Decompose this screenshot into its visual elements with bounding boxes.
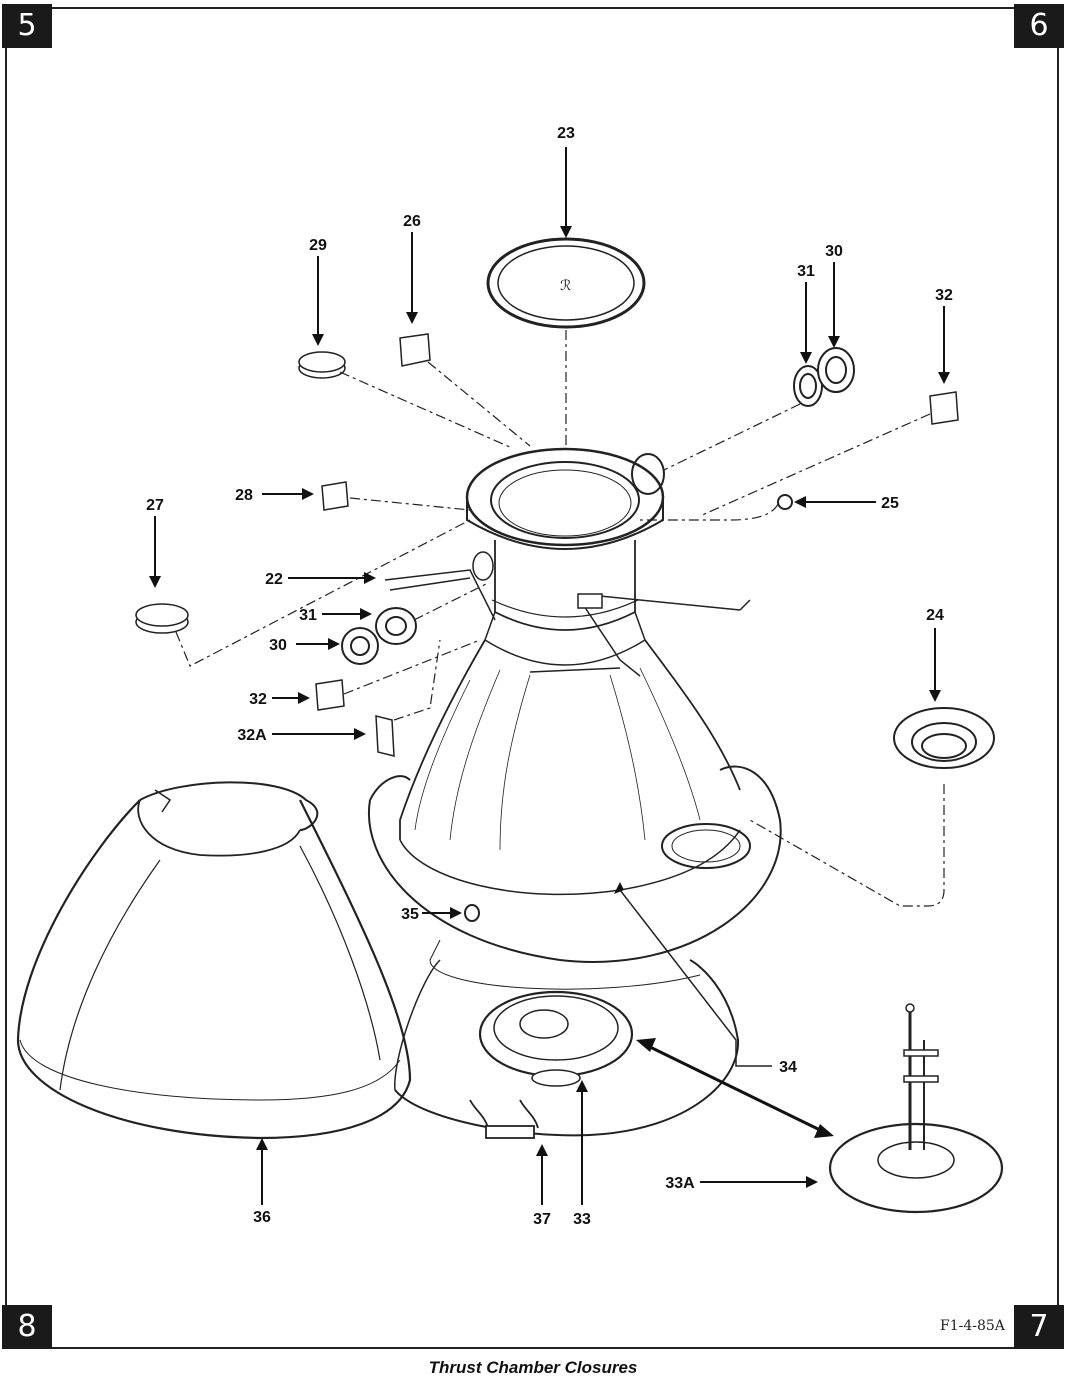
callout-31-top: 31	[797, 263, 815, 280]
part-29-plug	[298, 351, 346, 379]
part-26-plate	[399, 333, 431, 367]
callout-30-left: 30	[269, 637, 287, 654]
part-30-plug-left	[341, 627, 379, 665]
leader-32a	[393, 639, 441, 721]
leader-27	[175, 519, 471, 667]
part-25-plug	[777, 494, 793, 510]
callout-24: 24	[926, 607, 944, 624]
callout-35: 35	[401, 906, 419, 923]
leader-25	[640, 503, 779, 521]
callout-33: 33	[573, 1211, 591, 1228]
part-23-disc: ℛ	[486, 237, 646, 329]
part-35-plug	[464, 904, 480, 922]
part-31-seal-left	[375, 607, 417, 645]
leader-30-31-left	[413, 583, 487, 621]
part-31-seal-top	[793, 365, 823, 407]
corner-number-bottom-right: 7	[1014, 1305, 1064, 1349]
arrowhead-23	[560, 226, 572, 238]
part-32a-plate	[375, 715, 395, 757]
part-32-plate-left	[315, 679, 345, 711]
callout-26: 26	[403, 213, 421, 230]
leader-24	[749, 784, 945, 907]
leader-28	[349, 497, 471, 511]
leader-32-left	[343, 639, 481, 695]
part-36-nozzle-cover	[16, 781, 412, 1140]
callout-32-top: 32	[935, 287, 953, 304]
part-37-straps	[469, 1099, 539, 1139]
page-border	[5, 7, 1059, 1349]
callout-29: 29	[309, 237, 327, 254]
leader-26	[427, 361, 531, 447]
gimbal-struts	[384, 569, 751, 677]
callout-36: 36	[253, 1209, 271, 1226]
callout-32a: 32A	[237, 727, 267, 744]
callout-28: 28	[235, 487, 253, 504]
callout-37: 37	[533, 1211, 551, 1228]
thrust-chamber	[367, 447, 782, 1137]
part-33-exit-closure	[478, 990, 634, 1087]
corner-number-top-right: 6	[1014, 4, 1064, 48]
corner-number-bottom-left: 8	[2, 1305, 52, 1349]
callout-27: 27	[146, 497, 164, 514]
callout-34: 34	[779, 1059, 797, 1076]
callout-31-left: 31	[299, 607, 317, 624]
figure-caption: Thrust Chamber Closures	[428, 1358, 638, 1377]
callout-30-top: 30	[825, 243, 843, 260]
double-arrow-33-33a	[647, 1044, 821, 1132]
part-33a-closure	[828, 1003, 1004, 1214]
leader-30-31-top	[663, 403, 801, 471]
leader-29	[339, 371, 513, 449]
corner-number-top-left: 5	[2, 4, 52, 48]
callout-22: 22	[265, 571, 283, 588]
leader-34	[619, 889, 772, 1067]
part-32-plate-top	[929, 391, 959, 425]
part-27-plug	[135, 603, 189, 634]
part-28-plate	[321, 481, 349, 511]
part-30-plug-top	[817, 347, 855, 393]
part-24-flange-cover	[893, 707, 995, 769]
callout-23: 23	[557, 125, 575, 142]
callout-33a: 33A	[665, 1175, 695, 1192]
svg-text:ℛ: ℛ	[560, 278, 571, 294]
figure-id: F1-4-85A	[940, 1318, 1005, 1334]
callout-32-left: 32	[249, 691, 267, 708]
callout-25: 25	[881, 495, 899, 512]
